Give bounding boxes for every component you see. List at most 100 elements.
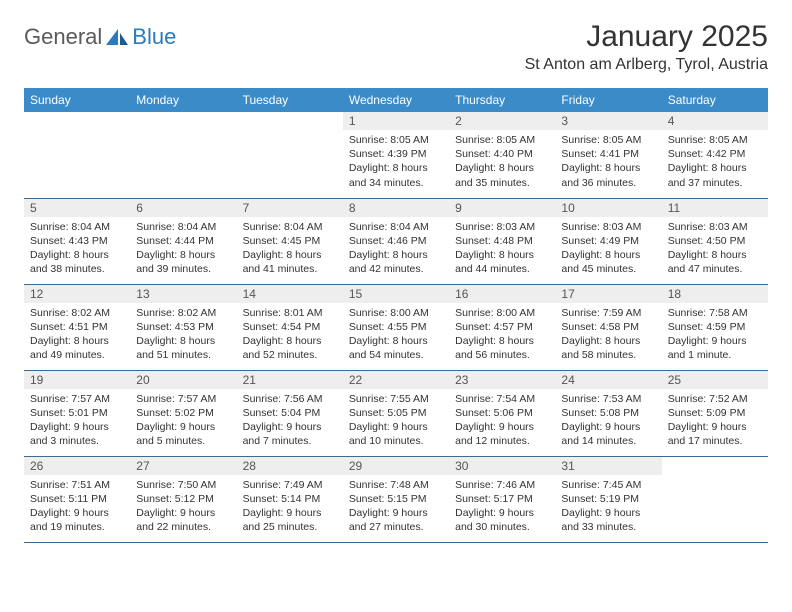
day-number: 20: [130, 371, 236, 389]
day-number: 30: [449, 457, 555, 475]
logo: General Blue: [24, 24, 176, 50]
day-detail-line: Sunrise: 8:03 AM: [668, 220, 762, 234]
day-detail-line: Sunset: 4:53 PM: [136, 320, 230, 334]
calendar-day-cell: 15Sunrise: 8:00 AMSunset: 4:55 PMDayligh…: [343, 284, 449, 370]
day-detail-line: Daylight: 8 hours: [243, 248, 337, 262]
day-number: 13: [130, 285, 236, 303]
day-detail-line: and 38 minutes.: [30, 262, 124, 276]
calendar-day-cell: 3Sunrise: 8:05 AMSunset: 4:41 PMDaylight…: [555, 112, 661, 198]
day-detail-line: Daylight: 8 hours: [668, 248, 762, 262]
day-detail-line: Sunrise: 7:56 AM: [243, 392, 337, 406]
day-detail-line: and 33 minutes.: [561, 520, 655, 534]
day-detail-line: and 41 minutes.: [243, 262, 337, 276]
day-detail-line: and 3 minutes.: [30, 434, 124, 448]
day-detail-line: Daylight: 8 hours: [455, 248, 549, 262]
day-detail-line: Sunset: 5:15 PM: [349, 492, 443, 506]
weekday-header: Wednesday: [343, 88, 449, 112]
day-details: Sunrise: 7:57 AMSunset: 5:02 PMDaylight:…: [130, 389, 236, 453]
day-detail-line: Sunset: 4:57 PM: [455, 320, 549, 334]
day-number: 22: [343, 371, 449, 389]
day-number: 5: [24, 199, 130, 217]
calendar-day-cell: 4Sunrise: 8:05 AMSunset: 4:42 PMDaylight…: [662, 112, 768, 198]
day-details: Sunrise: 8:04 AMSunset: 4:44 PMDaylight:…: [130, 217, 236, 281]
day-number: 11: [662, 199, 768, 217]
day-details: Sunrise: 7:45 AMSunset: 5:19 PMDaylight:…: [555, 475, 661, 539]
calendar-day-cell: 10Sunrise: 8:03 AMSunset: 4:49 PMDayligh…: [555, 198, 661, 284]
day-detail-line: Sunset: 4:51 PM: [30, 320, 124, 334]
day-details: Sunrise: 7:55 AMSunset: 5:05 PMDaylight:…: [343, 389, 449, 453]
day-detail-line: and 5 minutes.: [136, 434, 230, 448]
calendar-week-row: 26Sunrise: 7:51 AMSunset: 5:11 PMDayligh…: [24, 456, 768, 542]
day-details: Sunrise: 7:46 AMSunset: 5:17 PMDaylight:…: [449, 475, 555, 539]
calendar-day-cell: 30Sunrise: 7:46 AMSunset: 5:17 PMDayligh…: [449, 456, 555, 542]
day-detail-line: Sunset: 4:41 PM: [561, 147, 655, 161]
day-detail-line: Sunset: 5:12 PM: [136, 492, 230, 506]
day-detail-line: Sunset: 5:11 PM: [30, 492, 124, 506]
location-subtitle: St Anton am Arlberg, Tyrol, Austria: [525, 56, 768, 74]
day-details: Sunrise: 7:53 AMSunset: 5:08 PMDaylight:…: [555, 389, 661, 453]
day-number: 18: [662, 285, 768, 303]
day-number: 31: [555, 457, 661, 475]
calendar-day-cell: 29Sunrise: 7:48 AMSunset: 5:15 PMDayligh…: [343, 456, 449, 542]
day-detail-line: Sunrise: 8:05 AM: [561, 133, 655, 147]
day-details: Sunrise: 7:52 AMSunset: 5:09 PMDaylight:…: [662, 389, 768, 453]
calendar-day-cell: 16Sunrise: 8:00 AMSunset: 4:57 PMDayligh…: [449, 284, 555, 370]
calendar-day-cell: 19Sunrise: 7:57 AMSunset: 5:01 PMDayligh…: [24, 370, 130, 456]
day-number: 26: [24, 457, 130, 475]
calendar-day-cell: 2Sunrise: 8:05 AMSunset: 4:40 PMDaylight…: [449, 112, 555, 198]
day-detail-line: Sunrise: 7:48 AM: [349, 478, 443, 492]
day-detail-line: and 54 minutes.: [349, 348, 443, 362]
day-detail-line: and 44 minutes.: [455, 262, 549, 276]
day-detail-line: Daylight: 8 hours: [455, 334, 549, 348]
day-number: 3: [555, 112, 661, 130]
day-detail-line: Sunset: 4:46 PM: [349, 234, 443, 248]
logo-text-blue: Blue: [132, 24, 176, 50]
calendar-day-cell: 27Sunrise: 7:50 AMSunset: 5:12 PMDayligh…: [130, 456, 236, 542]
calendar-day-cell: 1Sunrise: 8:05 AMSunset: 4:39 PMDaylight…: [343, 112, 449, 198]
day-detail-line: Sunset: 4:59 PM: [668, 320, 762, 334]
day-details: Sunrise: 7:56 AMSunset: 5:04 PMDaylight:…: [237, 389, 343, 453]
day-details: Sunrise: 8:04 AMSunset: 4:45 PMDaylight:…: [237, 217, 343, 281]
calendar-day-cell: 25Sunrise: 7:52 AMSunset: 5:09 PMDayligh…: [662, 370, 768, 456]
day-number: 2: [449, 112, 555, 130]
day-detail-line: Sunrise: 8:01 AM: [243, 306, 337, 320]
calendar-table: Sunday Monday Tuesday Wednesday Thursday…: [24, 88, 768, 543]
day-number: 16: [449, 285, 555, 303]
day-details: Sunrise: 7:54 AMSunset: 5:06 PMDaylight:…: [449, 389, 555, 453]
day-detail-line: Sunset: 4:58 PM: [561, 320, 655, 334]
day-detail-line: Daylight: 9 hours: [136, 420, 230, 434]
day-detail-line: and 34 minutes.: [349, 176, 443, 190]
day-detail-line: and 27 minutes.: [349, 520, 443, 534]
day-number: 9: [449, 199, 555, 217]
day-detail-line: Daylight: 9 hours: [455, 420, 549, 434]
day-detail-line: Daylight: 9 hours: [561, 506, 655, 520]
day-detail-line: Daylight: 9 hours: [561, 420, 655, 434]
day-details: Sunrise: 8:04 AMSunset: 4:43 PMDaylight:…: [24, 217, 130, 281]
calendar-day-cell: 23Sunrise: 7:54 AMSunset: 5:06 PMDayligh…: [449, 370, 555, 456]
day-detail-line: Daylight: 9 hours: [349, 506, 443, 520]
day-detail-line: Sunrise: 8:04 AM: [136, 220, 230, 234]
day-detail-line: and 36 minutes.: [561, 176, 655, 190]
calendar-day-cell: 21Sunrise: 7:56 AMSunset: 5:04 PMDayligh…: [237, 370, 343, 456]
calendar-day-cell: 18Sunrise: 7:58 AMSunset: 4:59 PMDayligh…: [662, 284, 768, 370]
calendar-day-cell: 28Sunrise: 7:49 AMSunset: 5:14 PMDayligh…: [237, 456, 343, 542]
day-number: 12: [24, 285, 130, 303]
day-detail-line: Sunset: 4:39 PM: [349, 147, 443, 161]
day-details: Sunrise: 7:57 AMSunset: 5:01 PMDaylight:…: [24, 389, 130, 453]
day-details: Sunrise: 8:00 AMSunset: 4:57 PMDaylight:…: [449, 303, 555, 367]
logo-sail-icon: [104, 27, 130, 47]
day-detail-line: Daylight: 8 hours: [349, 334, 443, 348]
day-detail-line: Sunrise: 8:02 AM: [136, 306, 230, 320]
day-detail-line: and 7 minutes.: [243, 434, 337, 448]
day-details: Sunrise: 8:05 AMSunset: 4:39 PMDaylight:…: [343, 130, 449, 194]
day-detail-line: Sunrise: 8:05 AM: [455, 133, 549, 147]
calendar-day-cell: 14Sunrise: 8:01 AMSunset: 4:54 PMDayligh…: [237, 284, 343, 370]
day-details: Sunrise: 8:02 AMSunset: 4:53 PMDaylight:…: [130, 303, 236, 367]
day-details: Sunrise: 8:04 AMSunset: 4:46 PMDaylight:…: [343, 217, 449, 281]
day-detail-line: Sunrise: 8:05 AM: [668, 133, 762, 147]
day-detail-line: and 17 minutes.: [668, 434, 762, 448]
day-detail-line: Sunset: 4:54 PM: [243, 320, 337, 334]
day-number: 23: [449, 371, 555, 389]
day-detail-line: Daylight: 8 hours: [349, 248, 443, 262]
day-detail-line: Daylight: 9 hours: [136, 506, 230, 520]
